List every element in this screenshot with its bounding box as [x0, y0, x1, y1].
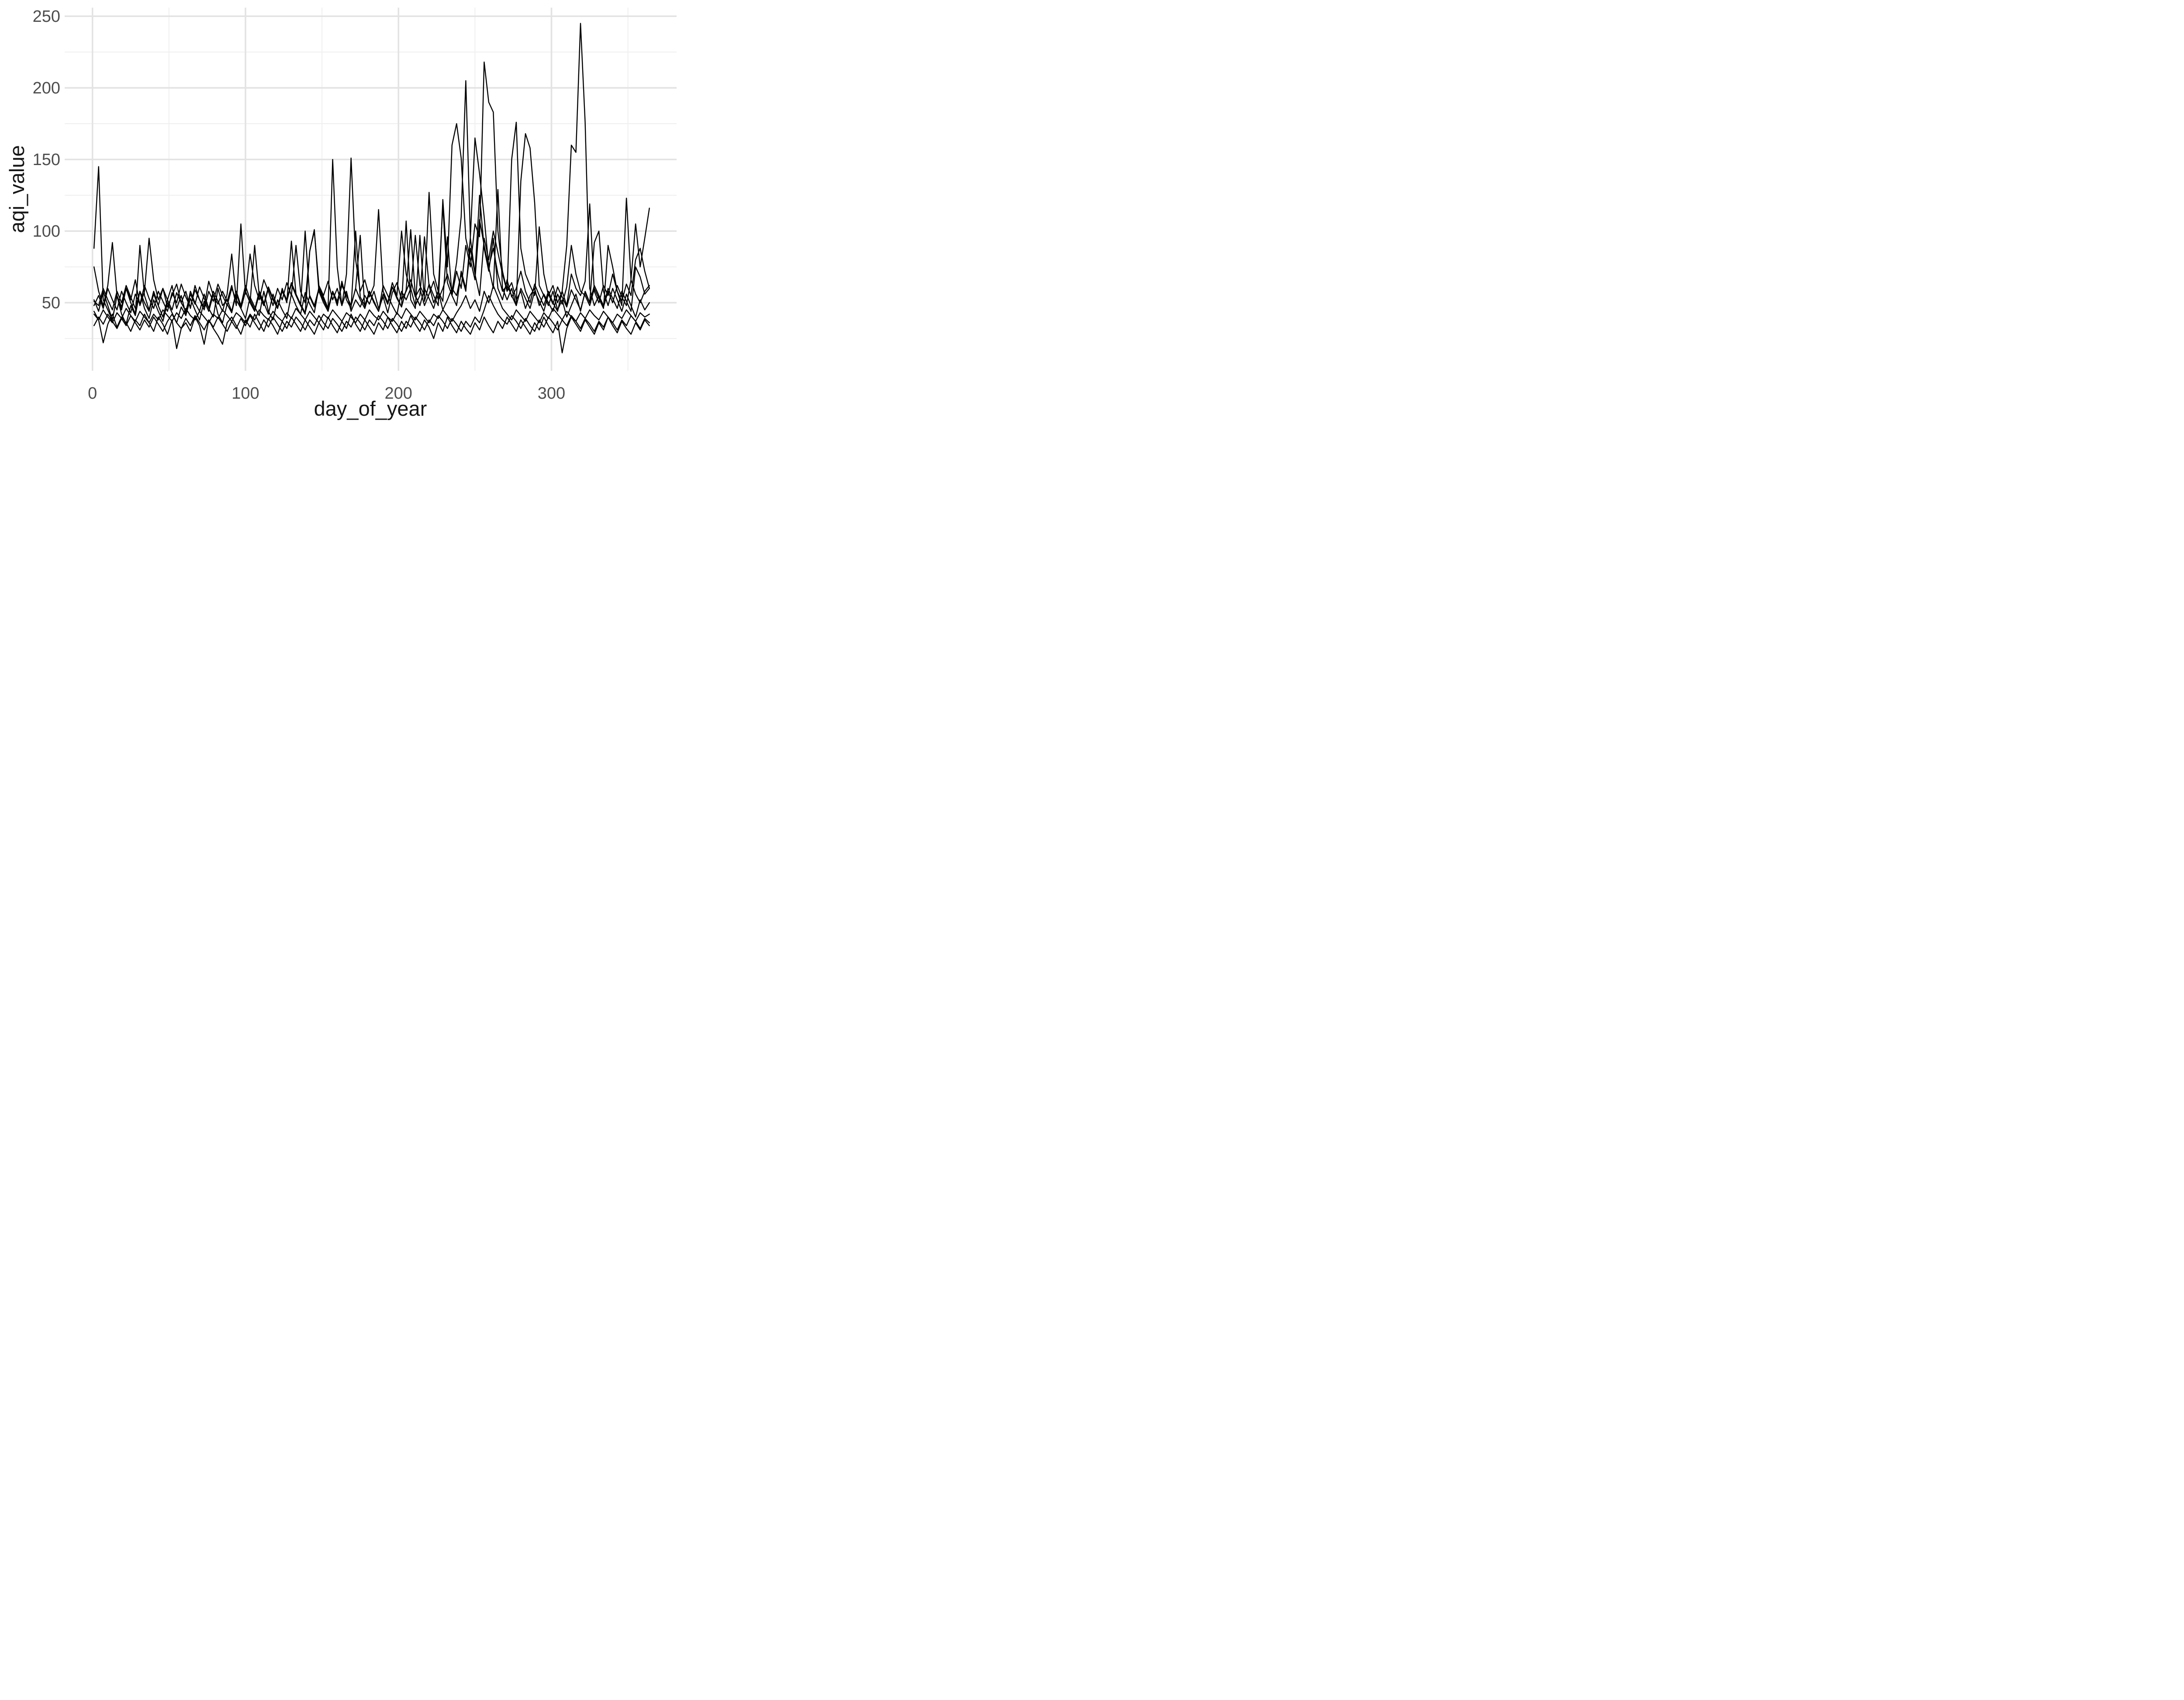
y-tick-label: 250 — [33, 7, 60, 26]
series-line-series_4 — [93, 310, 650, 354]
x-tick-label: 200 — [385, 384, 412, 403]
series-line-series_5 — [93, 123, 650, 312]
y-tick-label: 200 — [33, 79, 60, 97]
x-tick-label: 100 — [232, 384, 259, 403]
aqi-line-chart: 0 100 200 300 50 100 150 200 250 day_of_year aqi… — [5, 7, 677, 420]
gridlines-minor — [65, 7, 677, 371]
y-tick-label: 100 — [33, 222, 60, 241]
y-tick-label: 50 — [42, 294, 60, 312]
x-tick-label: 0 — [88, 384, 97, 403]
series-lines — [93, 23, 650, 354]
x-axis-title: day_of_year — [314, 397, 427, 420]
series-line-series_2 — [93, 61, 650, 309]
series-line-series_6 — [93, 285, 650, 324]
y-tick-label: 150 — [33, 151, 60, 169]
series-line-series_1 — [93, 23, 650, 325]
tick-labels: 0 100 200 300 50 100 150 200 250 — [33, 7, 566, 403]
aqi-line-chart-figure: 0 100 200 300 50 100 150 200 250 day_of_year aqi… — [0, 0, 688, 425]
series-line-series_8 — [93, 295, 650, 332]
x-tick-label: 300 — [538, 384, 565, 403]
y-axis-title: aqi_value — [5, 145, 28, 233]
gridlines-major — [65, 7, 677, 371]
series-line-series_7 — [93, 229, 650, 314]
